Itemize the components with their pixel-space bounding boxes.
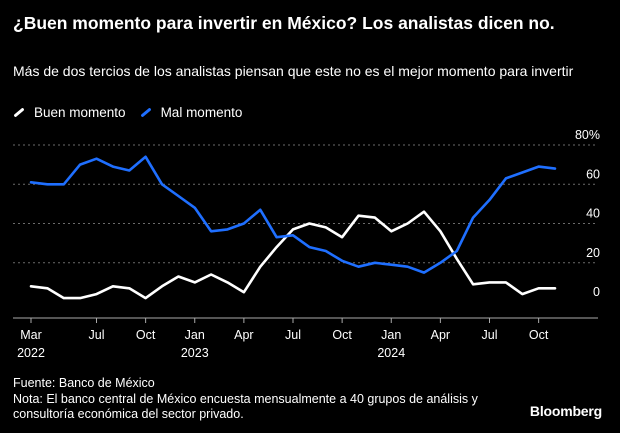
x-tick-label: Oct [136,328,156,342]
legend-item-buen: Buen momento [13,105,126,120]
chart-subtitle: Más de dos tercios de los analistas pien… [13,63,574,79]
x-tick-label: Jul [89,328,105,342]
source-note: Fuente: Banco de México [13,376,155,390]
x-year-label: 2022 [17,346,45,360]
legend-label-buen: Buen momento [34,104,126,120]
y-tick-label: 80% [575,128,600,142]
legend-label-mal: Mal momento [160,104,243,120]
x-year-label: 2023 [181,346,209,360]
x-tick-label: Apr [234,328,253,342]
x-tick-label: Jul [482,328,498,342]
chart-title: ¿Buen momento para invertir en México? L… [13,13,555,33]
x-tick-label: Mar [20,328,42,342]
x-tick-label: Apr [431,328,450,342]
x-tick-label: Jul [285,328,301,342]
series-layer [29,155,557,300]
series-line-mal-momento [29,155,557,274]
x-tick-label: Oct [332,328,352,342]
x-tick-label: Oct [529,328,549,342]
legend-item-mal: Mal momento [140,104,243,120]
methodology-note: Nota: El banco central de México encuest… [13,391,478,422]
y-tick-label: 0 [593,285,600,299]
y-tick-label: 60 [586,167,600,181]
series-line-buen-momento [29,210,557,300]
footer: Fuente: Banco de México Nota: El banco c… [13,376,493,423]
x-tick-label: Jan [381,328,401,342]
bloomberg-logo: Bloomberg [529,403,602,419]
x-tick-label: Jan [185,328,205,342]
axis-layer: 0 20 40 60 80% Mar 2022 Jul Oct Jan 2023 Apr Jul Oct J… [13,128,600,360]
legend: Buen momento Mal momento [13,103,256,121]
y-tick-label: 40 [586,207,600,221]
x-year-label: 2024 [377,346,405,360]
y-tick-label: 20 [586,246,600,260]
